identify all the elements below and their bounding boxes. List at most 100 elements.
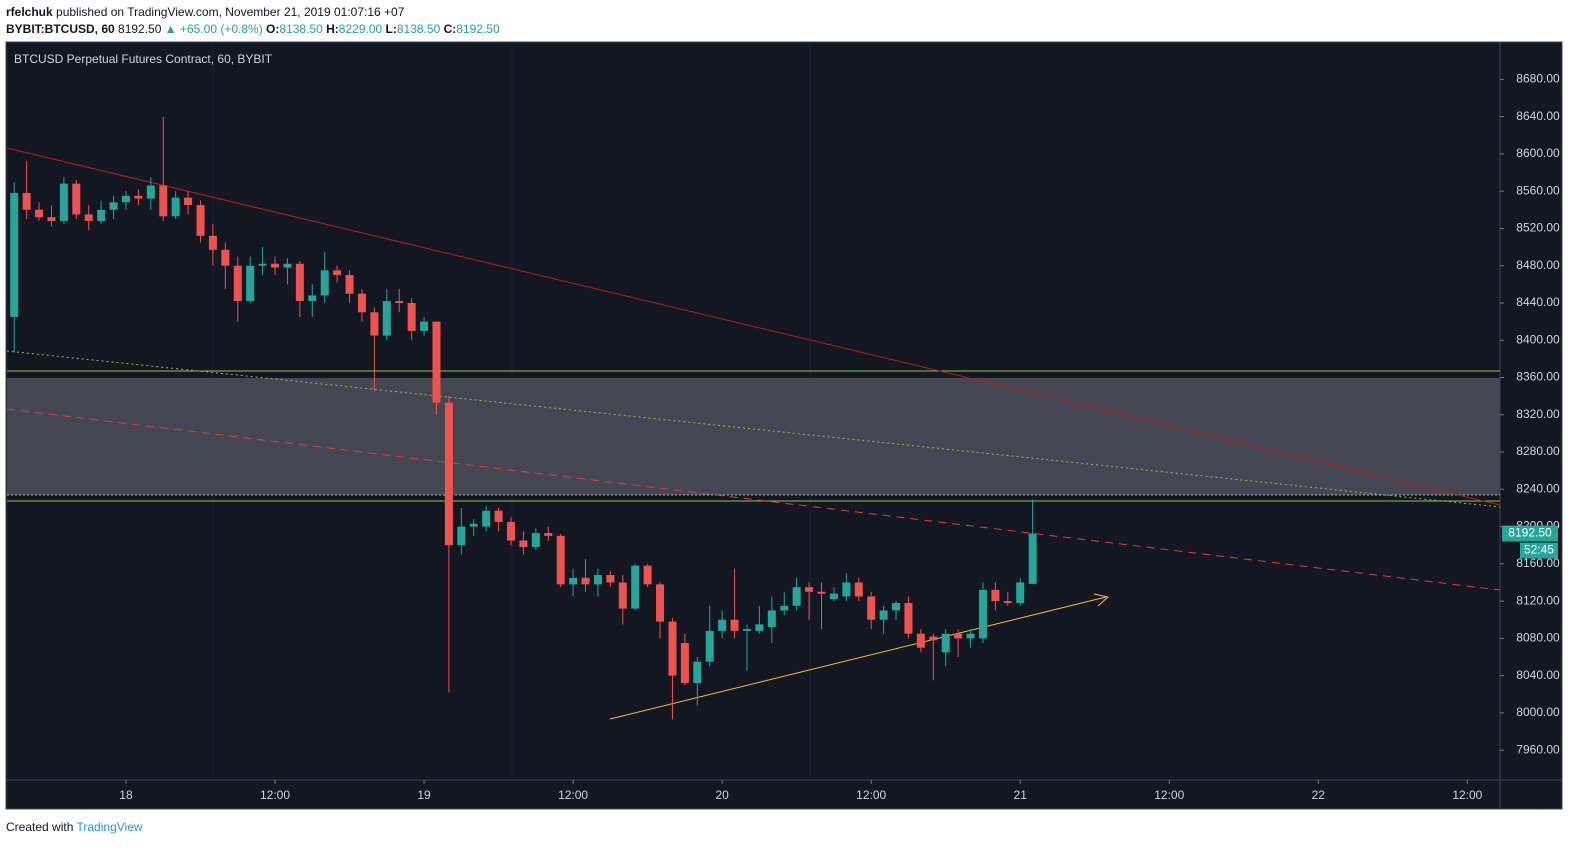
y-tick-label: 8120.00 [1516,593,1560,607]
candle-body [693,661,702,684]
candle-body [606,575,615,583]
candle-body [978,589,987,639]
x-tick-label: 12:00 [1154,788,1184,802]
candle-body [258,263,267,266]
candle-body [84,214,93,221]
candle-body [382,301,391,336]
candle-body [618,582,627,609]
candle-body [494,510,503,522]
arrow-line [609,596,1107,720]
countdown: 52:45 [1524,543,1554,557]
candle-body [966,633,975,639]
y-tick-label: 8080.00 [1516,631,1560,645]
published: published on TradingView.com, November 2… [56,5,405,19]
candle-body [482,510,491,527]
x-tick-label: 22 [1312,788,1326,802]
resistance-zone [7,378,1500,495]
candle-body [593,575,602,585]
y-tick-label: 8520.00 [1516,221,1560,235]
author: rfelchuk [6,5,53,19]
candle-body [395,301,404,303]
candle-body [246,265,255,302]
candle-body [581,577,590,585]
candle-body [842,582,851,597]
candle-body [531,533,540,548]
footer: Created with TradingView [6,820,143,834]
l: 8138.50 [396,22,441,36]
ticker-line: BYBIT:BTCUSD, 60 8192.50 ▲ +65.00 (+0.8%… [6,22,500,36]
x-tick-label: 12:00 [558,788,588,802]
candle-body [109,202,118,210]
candle-body [121,195,130,203]
candle-body [705,630,714,662]
candle-body [333,270,342,276]
x-tick-label: 21 [1014,788,1028,802]
c-label: C: [443,22,457,36]
candle-body [159,185,168,217]
candle-body [941,633,950,653]
candle-body [991,589,1000,602]
symbol: BYBIT:BTCUSD, 60 [6,22,115,36]
countdown-box [1520,542,1558,559]
candle-body [457,526,466,546]
trend-line [6,408,1501,591]
y-tick-label: 8280.00 [1516,444,1560,458]
candle-body [767,610,776,628]
candles [10,116,1037,720]
candle-body [892,602,901,611]
candle-body [569,577,578,585]
price: 8192.50 [118,22,162,36]
drawings [6,147,1501,720]
candle-body [780,605,789,611]
created: Created with [6,820,74,834]
session-lines [212,42,811,780]
y-tick-label: 7960.00 [1516,742,1560,756]
x-tick-label: 12:00 [260,788,290,802]
candle-body [668,621,677,676]
candle-body [184,197,193,206]
chart-bg [5,41,1563,810]
candle-body [221,249,230,266]
candle-body [97,209,106,221]
candle-body [444,402,453,546]
x-tick-label: 20 [715,788,729,802]
candle-body [805,587,814,592]
candle-body [1003,601,1012,603]
candle-body [420,321,429,331]
candle-body [370,312,379,336]
candle-body [904,602,913,634]
candle-body [407,302,416,331]
candle-body [929,636,938,641]
candle-body [556,535,565,585]
x-tick-label: 19 [417,788,431,802]
h: 8229.00 [338,22,383,36]
chart-title: BTCUSD Perpetual Futures Contract, 60, B… [14,52,273,66]
candle-body [1016,582,1025,603]
x-tick-label: 18 [119,788,133,802]
candle-body [295,263,304,302]
candle-body [146,185,155,199]
candle-body [519,540,528,548]
candle-body [35,209,44,218]
y-tick-label: 8480.00 [1516,258,1560,272]
trend-line [6,350,1501,508]
candle-body [879,610,888,620]
candle-body [854,582,863,597]
h-label: H: [326,22,339,36]
candle-body [208,235,217,250]
c: 8192.50 [456,22,500,36]
candle-body [680,643,689,684]
candle-body [656,584,665,622]
x-tick-label: 12:00 [856,788,886,802]
candle-body [954,633,963,639]
candle-body [357,293,366,313]
y-tick-label: 8560.00 [1516,183,1560,197]
y-tick-label: 8240.00 [1516,481,1560,495]
candle-body [47,217,56,221]
candle-body [742,629,751,631]
candle-body [643,565,652,585]
candle-body [867,596,876,620]
candle-body [631,565,640,609]
trend-line [6,147,1501,506]
y-tick-label: 8440.00 [1516,295,1560,309]
